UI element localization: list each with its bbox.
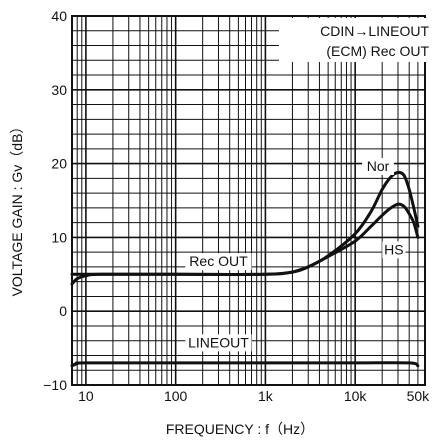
series-label-bg [185, 334, 252, 352]
x-tick-label: 50k [407, 388, 431, 404]
y-tick-label: 40 [51, 8, 67, 24]
x-tick-labels: 10 100 1k 10k 50k [78, 388, 430, 404]
series-line-hs [290, 202, 420, 274]
annotation-box [279, 18, 426, 62]
y-axis-title: VOLTAGE GAIN : Gv（dB） [9, 120, 25, 297]
annotation-line-1: CDIN→LINEOUT [320, 23, 429, 39]
series-label-rec-out: Rec OUT [189, 253, 248, 269]
y-tick-label: −10 [43, 377, 67, 393]
y-tick-label: 20 [51, 156, 67, 172]
series-label-lineout: LINEOUT [188, 334, 249, 350]
series-label-hs: HS [384, 241, 403, 257]
x-axis-title: FREQUENCY : f（Hz） [166, 421, 314, 437]
series-label-bg [362, 157, 394, 175]
y-tick-labels: 40 30 20 10 0 −10 [43, 8, 67, 393]
series-label-bg [185, 253, 252, 271]
y-tick-label: 0 [59, 303, 67, 319]
series-line-lineout [70, 361, 420, 368]
annotation-line-2: (ECM) Rec OUT [326, 43, 429, 59]
x-tick-label: 1k [258, 388, 274, 404]
x-tick-label: 10k [344, 388, 368, 404]
series-label-bg [382, 241, 406, 259]
y-tick-label: 30 [51, 82, 67, 98]
x-tick-label: 10 [78, 388, 94, 404]
x-tick-label: 100 [164, 388, 188, 404]
plot-frame [71, 15, 426, 386]
series-label-nor: Nor [367, 158, 390, 174]
y-tick-label: 10 [51, 229, 67, 245]
grid [71, 16, 426, 385]
series-line-rec-out [70, 270, 294, 286]
series-labels: Nor HS Rec OUT LINEOUT [185, 157, 406, 352]
series-curves [70, 170, 420, 368]
